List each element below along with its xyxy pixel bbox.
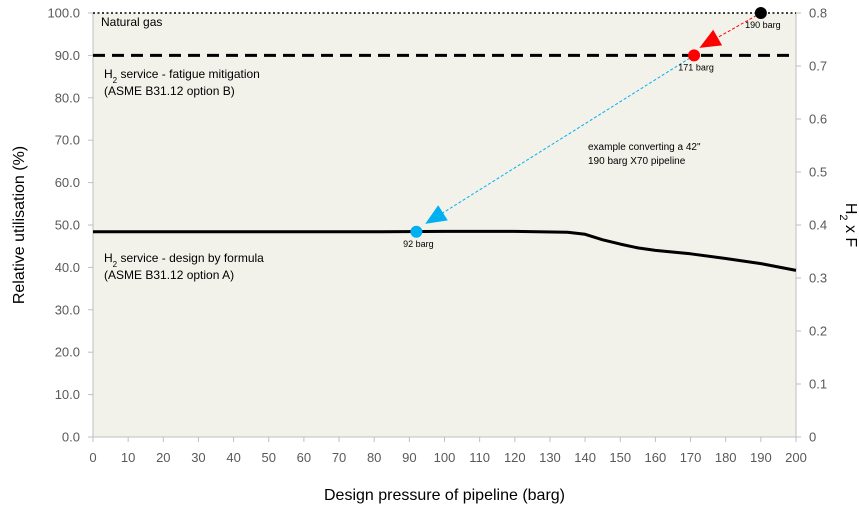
x-tick-label: 60 xyxy=(297,450,311,465)
x-tick-label: 170 xyxy=(680,450,702,465)
x-tick-label: 90 xyxy=(402,450,416,465)
y2-tick-label: 0.5 xyxy=(809,165,827,180)
arrow-line xyxy=(426,54,695,224)
y2-axis-title: H2 x F xyxy=(837,203,859,248)
y-tick-label: 90.0 xyxy=(55,48,80,63)
arrow-head xyxy=(425,205,448,224)
x-tick-label: 20 xyxy=(156,450,170,465)
x-tick-label: 150 xyxy=(609,450,631,465)
x-tick-label: 110 xyxy=(469,450,490,465)
y2-tick-label: 0.3 xyxy=(809,271,827,286)
series-label-option-b: (ASME B31.12 option B) xyxy=(104,84,235,98)
x-tick-label: 0 xyxy=(89,450,96,465)
marker-label: 171 barg xyxy=(678,62,714,72)
x-tick-label: 130 xyxy=(539,450,561,465)
series-line-option-a xyxy=(93,229,797,272)
y-tick-label: 40.0 xyxy=(55,260,80,275)
arrow-head xyxy=(699,29,723,48)
marker-point xyxy=(688,49,701,62)
x-tick-label: 80 xyxy=(367,450,381,465)
plot-area xyxy=(93,13,796,437)
x-tick-label: 160 xyxy=(645,450,667,465)
label-layer: Natural gas H2 service - fatigue mitigati… xyxy=(101,15,701,282)
y2-tick-label: 0 xyxy=(809,430,816,445)
x-tick-label: 30 xyxy=(191,450,205,465)
x-tick-label: 70 xyxy=(332,450,346,465)
y-tick-label: 80.0 xyxy=(55,90,80,105)
y-tick-label: 100.0 xyxy=(47,6,80,21)
x-tick-label: 140 xyxy=(574,450,596,465)
y2-tick-label: 0.8 xyxy=(809,6,827,21)
x-tick-label: 100 xyxy=(434,450,456,465)
marker-point xyxy=(410,225,423,238)
x-tick-label: 180 xyxy=(715,450,737,465)
y-tick-label: 0.0 xyxy=(62,430,80,445)
x-tick-label: 10 xyxy=(121,450,135,465)
y-tick-label: 20.0 xyxy=(55,345,80,360)
series-layer xyxy=(93,12,797,272)
marker-label: 92 barg xyxy=(403,239,434,249)
y-tick-label: 70.0 xyxy=(55,133,80,148)
y-tick-label: 50.0 xyxy=(55,218,80,233)
y2-tick-label: 0.7 xyxy=(809,59,827,74)
annotation-layer: 190 barg 171 barg 92 barg xyxy=(403,7,781,249)
y2-tick-label: 0.1 xyxy=(809,377,827,392)
y2-tick-label: 0.2 xyxy=(809,324,827,339)
marker-label: 190 barg xyxy=(745,20,781,30)
example-annotation: example converting a 42" xyxy=(588,142,701,153)
x-tick-label: 40 xyxy=(226,450,240,465)
series-label-natural-gas: Natural gas xyxy=(101,15,162,29)
series-label-option-a: (ASME B31.12 option A) xyxy=(104,268,234,282)
y-tick-label: 10.0 xyxy=(55,387,80,402)
series-label-option-a: H2 service - design by formula xyxy=(104,251,264,269)
y2-tick-label: 0.6 xyxy=(809,112,827,127)
series-label-option-b: H2 service - fatigue mitigation xyxy=(104,67,260,85)
x-tick-label: 200 xyxy=(785,450,807,465)
y2-tick-label: 0.4 xyxy=(809,218,827,233)
x-tick-label: 190 xyxy=(750,450,772,465)
y-tick-label: 30.0 xyxy=(55,302,80,317)
x-tick-label: 120 xyxy=(504,450,526,465)
x-axis-title: Design pressure of pipeline (barg) xyxy=(324,487,565,504)
marker-point xyxy=(754,7,767,19)
y-tick-label: 60.0 xyxy=(55,175,80,190)
example-annotation: 190 barg X70 pipeline xyxy=(588,156,686,167)
x-tick-label: 50 xyxy=(262,450,276,465)
axes: 0 10 20 30 40 50 60 70 80 90 100 110 120 130 140 150 160… xyxy=(47,6,827,466)
y-axis-title: Relative utilisation (%) xyxy=(11,146,28,304)
